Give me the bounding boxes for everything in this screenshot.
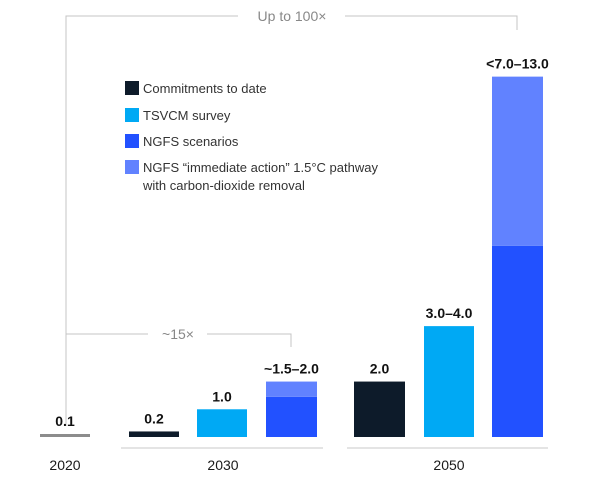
bar-2030-commitments-to-date-seg0 [129,431,179,437]
legend-swatch-0 [125,81,139,95]
bracket-15x [65,333,292,360]
bracket-up-to-100x [65,15,518,426]
bar-2030-ngfs-scenarios-seg1 [266,381,317,397]
value-label-2030-2: ~1.5–2.0 [264,361,319,377]
category-axis: 2020 2030 2050 [49,447,548,473]
legend-label-3-line2: with carbon-dioxide removal [142,178,305,193]
value-label-2020-0: 0.1 [55,413,75,429]
value-label-2030-0: 0.2 [144,410,164,426]
value-label-2050-0: 2.0 [370,361,390,377]
bar-2030-tsvcm-survey-seg0 [197,409,247,437]
bars-layer [40,76,543,437]
legend-label-0: Commitments to date [143,81,267,96]
value-label-2050-2: <7.0–13.0 [486,56,549,72]
category-label-2050: 2050 [433,457,464,473]
bar-2020-commitments-to-date-seg0 [40,434,90,437]
category-label-2030: 2030 [207,457,238,473]
legend-swatch-1 [125,108,139,122]
bar-2050-tsvcm-survey-seg0 [424,326,474,437]
bracket-label-100x: Up to 100× [258,8,327,24]
legend: Commitments to date TSVCM survey NGFS scen… [125,81,378,193]
legend-label-3: NGFS “immediate action” 1.5°C pathway [143,160,378,175]
bar-2030-ngfs-scenarios-seg0 [266,396,317,437]
legend-swatch-3 [125,160,139,174]
legend-swatch-2 [125,134,139,148]
legend-label-2: NGFS scenarios [143,134,239,149]
bar-2050-ngfs-scenarios-seg0 [492,245,543,437]
value-label-2030-1: 1.0 [212,388,232,404]
category-label-2020: 2020 [49,457,80,473]
bar-2050-commitments-to-date-seg0 [354,381,405,437]
value-labels: 0.1 0.2 1.0 ~1.5–2.0 2.0 3.0–4.0 <7.0–13.0 [55,56,549,429]
annotation-brackets: Up to 100× ~15× [65,8,518,426]
bracket-label-15x: ~15× [162,326,194,342]
value-label-2050-1: 3.0–4.0 [426,305,473,321]
legend-label-1: TSVCM survey [143,108,231,123]
bar-2050-ngfs-scenarios-seg1 [492,76,543,246]
